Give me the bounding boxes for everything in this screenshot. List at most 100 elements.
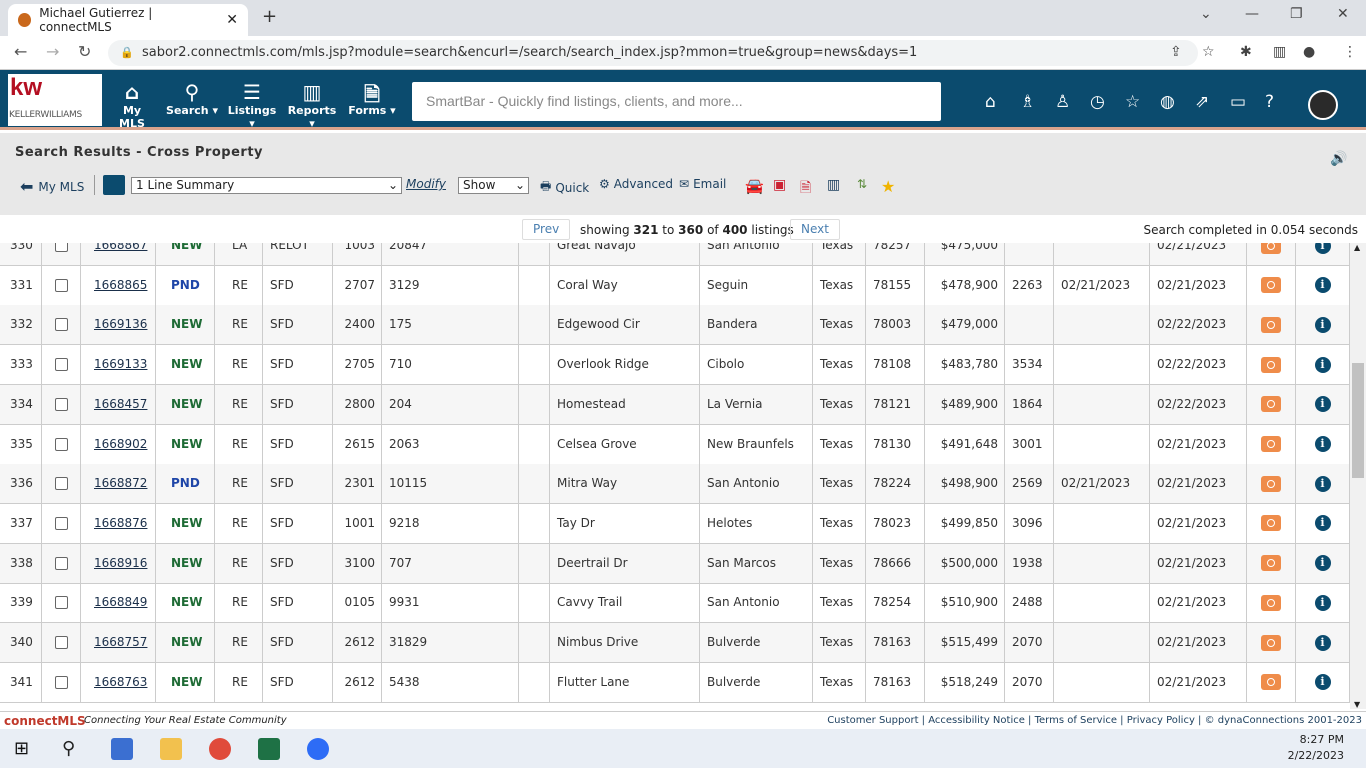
forward-icon[interactable]: → [46,42,60,61]
table-row[interactable]: 333 1669133 NEW RE SFD 2705 710 Overlook Ridge C… [0,345,1350,386]
table-row[interactable]: 331 1668865 PND RE SFD 2707 3129 Coral Way Segui… [0,265,1350,306]
minimize-icon[interactable]: — [1245,6,1259,22]
map-icon[interactable] [103,175,125,195]
row-checkbox[interactable] [54,243,68,252]
camera-icon[interactable] [1261,316,1281,333]
cell-mls-text[interactable]: 1668457 [94,396,148,411]
row-checkbox[interactable] [54,318,68,332]
cell-mls-text[interactable]: 1668876 [94,515,148,530]
camera-icon[interactable] [1261,594,1281,611]
info-icon[interactable]: i [1314,436,1331,452]
external-link-icon[interactable]: ⇗ [1195,92,1210,112]
windows-start-icon[interactable]: ⊞ [14,738,30,759]
camera-icon[interactable] [1261,243,1281,254]
row-checkbox[interactable] [54,675,68,689]
info-icon[interactable]: i [1314,555,1331,572]
table-row[interactable]: 338 1668916 NEW RE SFD 3100 707 Deertrail Dr San… [0,543,1350,584]
row-checkbox[interactable] [54,556,68,570]
pdf-icon[interactable]: 🗎 [800,180,812,196]
table-row[interactable]: 334 1668457 NEW RE SFD 2800 204 Homestead La Ver… [0,384,1350,425]
nav-forms[interactable]: 🗎 Forms ▾ [348,80,396,117]
table-row[interactable]: 336 1668872 PND RE SFD 2301 10115 Mitra Way San … [0,464,1350,505]
email-button[interactable]: ✉ Email [679,177,726,191]
row-checkbox[interactable] [54,437,68,451]
sort-icon[interactable]: ⇅ [857,177,868,191]
smartbar-input[interactable]: SmartBar - Quickly find listings, client… [412,82,941,121]
cell-mls-text[interactable]: 1669133 [94,357,148,372]
folder-icon[interactable]: ▣ [773,177,787,193]
profile-icon[interactable]: ● [1303,44,1316,60]
scroll-down-icon[interactable]: ▼ [1354,700,1361,709]
prev-button[interactable]: Prev [522,219,571,240]
vertical-scrollbar[interactable]: ▲ ▼ [1350,243,1366,709]
table-row[interactable]: 332 1669136 NEW RE SFD 2400 175 Edgewood Cir Ban… [0,305,1350,346]
info-icon[interactable]: i [1314,356,1331,373]
browser-tab[interactable]: Michael Gutierrez | connectMLS ✕ [8,4,248,36]
camera-icon[interactable] [1261,436,1281,452]
table-row[interactable]: 340 1668757 NEW RE SFD 2612 31829 Nimbus Drive B… [0,623,1350,663]
nav-listings[interactable]: ☰ Listings ▾ [226,80,278,130]
info-icon[interactable]: i [1314,475,1331,492]
help-icon[interactable]: ? [1265,92,1275,112]
info-icon[interactable]: i [1314,277,1331,294]
info-icon[interactable]: i [1314,594,1331,611]
cell-mls-text[interactable]: 1668867 [94,243,148,252]
cell-mls-text[interactable]: 1668757 [94,635,148,649]
excel-icon[interactable] [258,738,280,760]
cell-mls-text[interactable]: 1668763 [94,674,148,689]
search-icon[interactable]: ⚲ [62,738,76,759]
close-tab-icon[interactable]: ✕ [226,12,238,28]
globe-icon[interactable]: ◍ [1160,92,1175,112]
scroll-thumb[interactable] [1352,363,1364,478]
close-window-icon[interactable]: ✕ [1337,6,1349,22]
row-checkbox[interactable] [54,278,68,292]
footer-links[interactable]: Customer Support | Accessibility Notice … [827,715,1362,726]
info-icon[interactable]: i [1314,674,1331,691]
home-icon[interactable]: ⌂ [985,92,996,112]
table-row[interactable]: 339 1668849 NEW RE SFD 0105 9931 Cavvy Trail San… [0,583,1350,624]
clock[interactable]: 8:27 PM 2/22/2023 [1288,732,1344,764]
info-icon[interactable]: i [1314,316,1331,333]
camera-icon[interactable] [1261,634,1281,651]
chrome-icon[interactable] [209,738,231,760]
advanced-button[interactable]: ⚙ Advanced [599,177,673,191]
camera-icon[interactable] [1261,475,1281,492]
zoom-icon[interactable] [307,738,329,760]
favorites-icon[interactable]: ☆ [1125,92,1141,112]
cell-mls-text[interactable]: 1668902 [94,436,148,451]
camera-icon[interactable] [1261,674,1281,691]
row-checkbox[interactable] [54,477,68,491]
nav-reports[interactable]: ▥ Reports ▾ [286,80,338,130]
url-input[interactable]: 🔒 sabor2.connectmls.com/mls.jsp?module=se… [108,40,1198,66]
next-button[interactable]: Next [790,219,840,240]
sidepanel-icon[interactable]: ▥ [1273,44,1287,60]
chart-icon[interactable]: ▥ [827,177,841,193]
cell-mls-text[interactable]: 1668872 [94,476,148,491]
table-row[interactable]: 341 1668763 NEW RE SFD 2612 5438 Flutter Lane Bu… [0,662,1350,703]
row-checkbox[interactable] [54,358,68,372]
row-checkbox[interactable] [54,397,68,411]
back-to-my-mls[interactable]: ⬅ My MLS [20,177,84,196]
info-icon[interactable]: i [1314,515,1331,532]
view-select[interactable]: 1 Line Summary ⌄ [131,177,402,194]
share-icon[interactable]: ⇪ [1170,44,1182,60]
cell-mls-text[interactable]: 1668849 [94,595,148,610]
quick-button[interactable]: 🖶 Quick [540,177,589,198]
back-icon[interactable]: ← [14,42,28,61]
info-icon[interactable]: i [1314,396,1331,413]
user-icon[interactable]: ♙ [1055,92,1071,112]
row-checkbox[interactable] [54,596,68,610]
extensions-icon[interactable]: ✱ [1240,44,1252,60]
show-select[interactable]: Show ⌄ [458,177,529,194]
cell-mls-text[interactable]: 1669136 [94,317,148,332]
nav-search[interactable]: ⚲ Search ▾ [166,80,218,117]
star-icon[interactable]: ★ [881,177,896,196]
modify-link[interactable]: Modify [406,177,446,191]
info-icon[interactable]: i [1314,243,1331,254]
speaker-icon[interactable]: 🔊 [1330,151,1348,167]
history-icon[interactable]: ◷ [1090,92,1105,112]
camera-icon[interactable] [1261,515,1281,532]
camera-icon[interactable] [1261,555,1281,572]
contacts-icon[interactable]: ♗ [1020,92,1036,112]
cell-mls-text[interactable]: 1668916 [94,555,148,570]
